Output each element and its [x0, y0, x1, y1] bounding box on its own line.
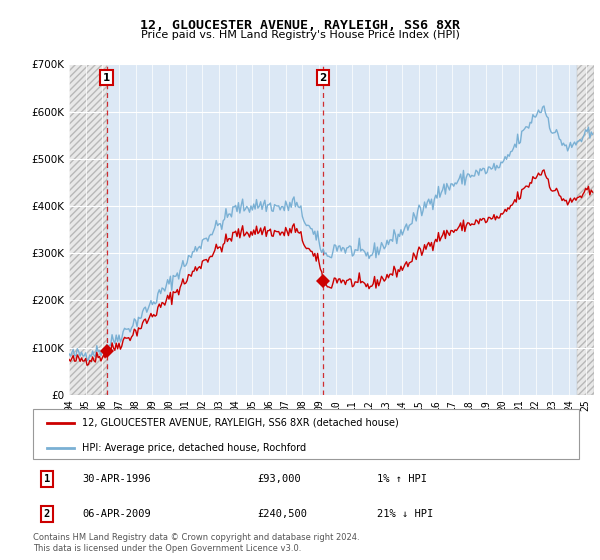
Text: Contains HM Land Registry data © Crown copyright and database right 2024.
This d: Contains HM Land Registry data © Crown c…: [33, 533, 359, 553]
Text: 2: 2: [320, 73, 327, 83]
Text: 06-APR-2009: 06-APR-2009: [82, 510, 151, 520]
Text: 12, GLOUCESTER AVENUE, RAYLEIGH, SS6 8XR: 12, GLOUCESTER AVENUE, RAYLEIGH, SS6 8XR: [140, 19, 460, 32]
Text: Price paid vs. HM Land Registry's House Price Index (HPI): Price paid vs. HM Land Registry's House …: [140, 30, 460, 40]
Text: £240,500: £240,500: [257, 510, 307, 520]
Bar: [69, 64, 107, 395]
Text: 1: 1: [44, 474, 50, 484]
Text: £93,000: £93,000: [257, 474, 301, 484]
Bar: [577, 64, 594, 395]
Text: 1: 1: [103, 73, 110, 83]
Text: 1% ↑ HPI: 1% ↑ HPI: [377, 474, 427, 484]
Text: HPI: Average price, detached house, Rochford: HPI: Average price, detached house, Roch…: [82, 443, 306, 453]
Text: 12, GLOUCESTER AVENUE, RAYLEIGH, SS6 8XR (detached house): 12, GLOUCESTER AVENUE, RAYLEIGH, SS6 8XR…: [82, 418, 399, 428]
Text: 21% ↓ HPI: 21% ↓ HPI: [377, 510, 433, 520]
Text: 2: 2: [44, 510, 50, 520]
Text: 30-APR-1996: 30-APR-1996: [82, 474, 151, 484]
FancyBboxPatch shape: [33, 409, 579, 459]
